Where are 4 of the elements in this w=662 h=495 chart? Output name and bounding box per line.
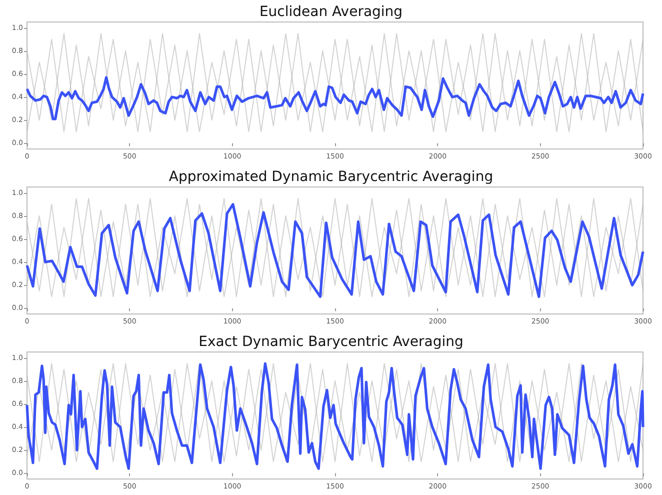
chart-title: Euclidean Averaging xyxy=(259,4,403,20)
chart-title: Approximated Dynamic Barycentric Averaging xyxy=(168,169,494,185)
line-series xyxy=(26,76,644,120)
chart-title: Exact Dynamic Barycentric Averaging xyxy=(198,334,464,350)
